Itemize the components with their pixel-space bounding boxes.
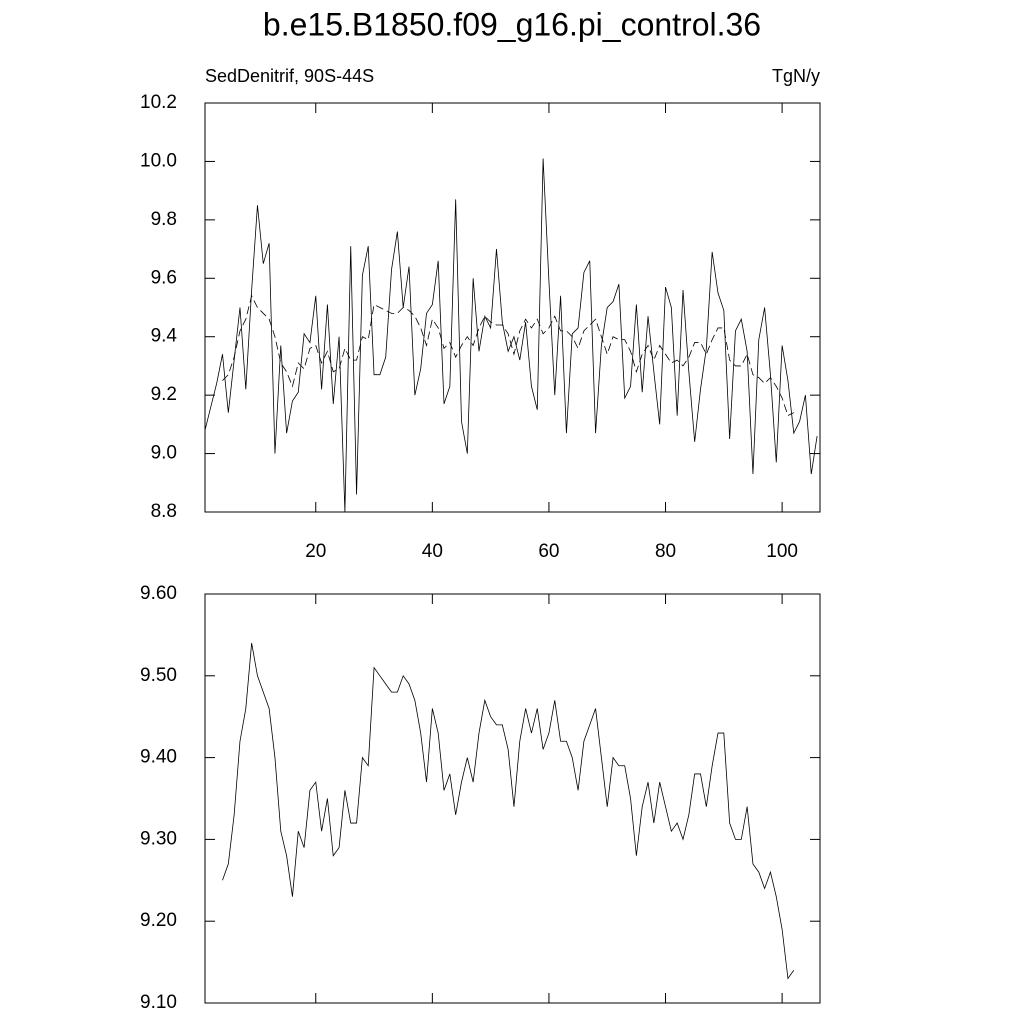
y-tick-label: 10.2 [140, 92, 177, 113]
chart-title: b.e15.B1850.f09_g16.pi_control.36 [263, 6, 761, 42]
line-series [222, 643, 795, 980]
y-tick-label: 9.2 [151, 384, 177, 405]
x-tick-label: 40 [422, 541, 443, 562]
right-string: TgN/y [772, 66, 820, 86]
x-tick-label: 20 [305, 541, 326, 562]
left-string: SedDenitrif, 90S-44S [205, 66, 374, 86]
x-tick-label: 80 [655, 541, 676, 562]
y-tick-label: 9.0 [151, 443, 177, 464]
y-tick-label: 8.8 [151, 501, 177, 522]
x-tick-label: 100 [766, 541, 798, 562]
y-tick-label: 9.20 [140, 910, 177, 931]
y-tick-label: 9.6 [151, 267, 177, 288]
y-tick-label: 9.30 [140, 828, 177, 849]
y-tick-label: 9.60 [140, 583, 177, 604]
y-tick-label: 9.10 [140, 992, 177, 1013]
y-tick-label: 10.0 [140, 150, 177, 171]
y-tick-label: 9.50 [140, 665, 177, 686]
y-tick-label: 9.40 [140, 747, 177, 768]
x-tick-label: 60 [538, 541, 559, 562]
plot-frame [204, 102, 821, 513]
y-tick-label: 9.8 [151, 209, 177, 230]
line-series [222, 294, 794, 417]
plot-frame [204, 593, 821, 1004]
y-tick-label: 9.4 [151, 326, 178, 347]
